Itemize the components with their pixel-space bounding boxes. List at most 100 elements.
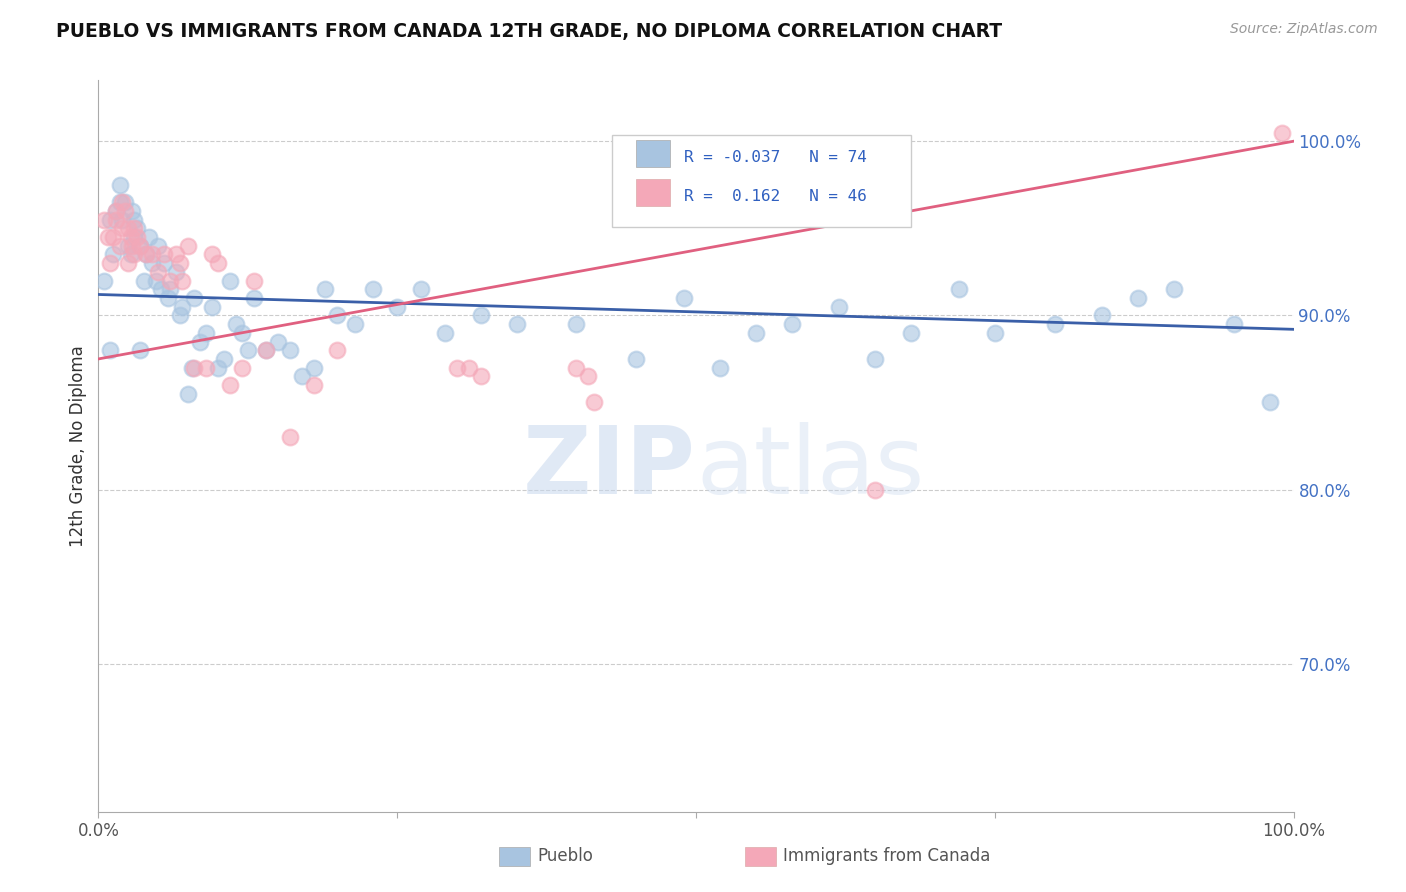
Point [177,238,200,252]
Point [225,317,247,331]
Point [148,265,170,279]
Point [411,282,433,296]
Point [1043,317,1066,331]
Point [129,238,152,252]
Point [506,317,529,331]
Point [578,369,600,384]
Point [470,369,492,384]
Point [201,247,224,261]
Point [125,230,148,244]
Point [267,334,290,349]
Point [231,360,253,375]
Point [153,247,176,261]
Point [326,343,349,358]
Point [470,309,492,323]
Bar [499,847,530,866]
Point [865,483,887,497]
Point [145,274,167,288]
Point [180,360,202,375]
Point [108,238,131,252]
Point [278,430,301,444]
Point [254,343,277,358]
Point [984,326,1007,340]
Point [101,247,124,261]
Point [1163,282,1185,296]
Point [101,230,124,244]
Point [148,238,170,252]
Point [302,360,325,375]
Point [446,360,468,375]
Text: Source: ZipAtlas.com: Source: ZipAtlas.com [1230,22,1378,37]
Point [201,300,224,314]
Point [188,334,211,349]
Point [98,343,122,358]
Point [195,326,218,340]
Point [105,203,128,218]
Point [111,212,134,227]
Point [1223,317,1246,331]
Point [865,351,887,366]
Point [172,300,194,314]
Point [1271,126,1294,140]
Point [121,238,143,252]
Point [326,309,349,323]
Point [117,238,139,252]
Point [385,300,409,314]
Point [98,212,122,227]
Point [169,309,191,323]
Point [583,395,606,409]
Point [172,274,194,288]
Point [219,378,242,392]
Point [231,326,253,340]
Point [125,221,148,235]
Point [254,343,277,358]
Point [141,247,163,261]
Point [236,343,259,358]
Point [165,247,187,261]
Point [105,212,128,227]
Point [458,360,481,375]
Point [219,274,242,288]
Point [1258,395,1281,409]
Bar [745,847,776,866]
Point [129,238,152,252]
Point [135,247,157,261]
Point [121,203,143,218]
Y-axis label: 12th Grade, No Diploma: 12th Grade, No Diploma [69,345,87,547]
Point [120,247,142,261]
Text: atlas: atlas [696,422,924,514]
Point [124,221,146,235]
Point [149,282,172,296]
Point [120,230,142,244]
Text: R =  0.162   N = 46: R = 0.162 N = 46 [685,189,868,204]
Point [169,256,191,270]
Point [111,195,134,210]
Point [344,317,367,331]
Point [124,230,146,244]
Point [114,203,136,218]
Point [124,247,146,261]
Point [1091,309,1114,323]
Text: R = -0.037   N = 74: R = -0.037 N = 74 [685,150,868,165]
Text: Immigrants from Canada: Immigrants from Canada [783,847,990,865]
Point [291,369,314,384]
Point [159,282,181,296]
Point [709,360,731,375]
Point [948,282,970,296]
Point [138,230,160,244]
Point [315,282,337,296]
Point [129,343,152,358]
Point [108,178,131,192]
Point [565,360,588,375]
Point [117,221,139,235]
Point [124,212,146,227]
Point [195,360,218,375]
Point [207,256,229,270]
Point [117,256,139,270]
Point [141,256,163,270]
Point [780,317,803,331]
Point [183,291,205,305]
Text: Pueblo: Pueblo [537,847,593,865]
Point [108,195,131,210]
Point [183,360,205,375]
